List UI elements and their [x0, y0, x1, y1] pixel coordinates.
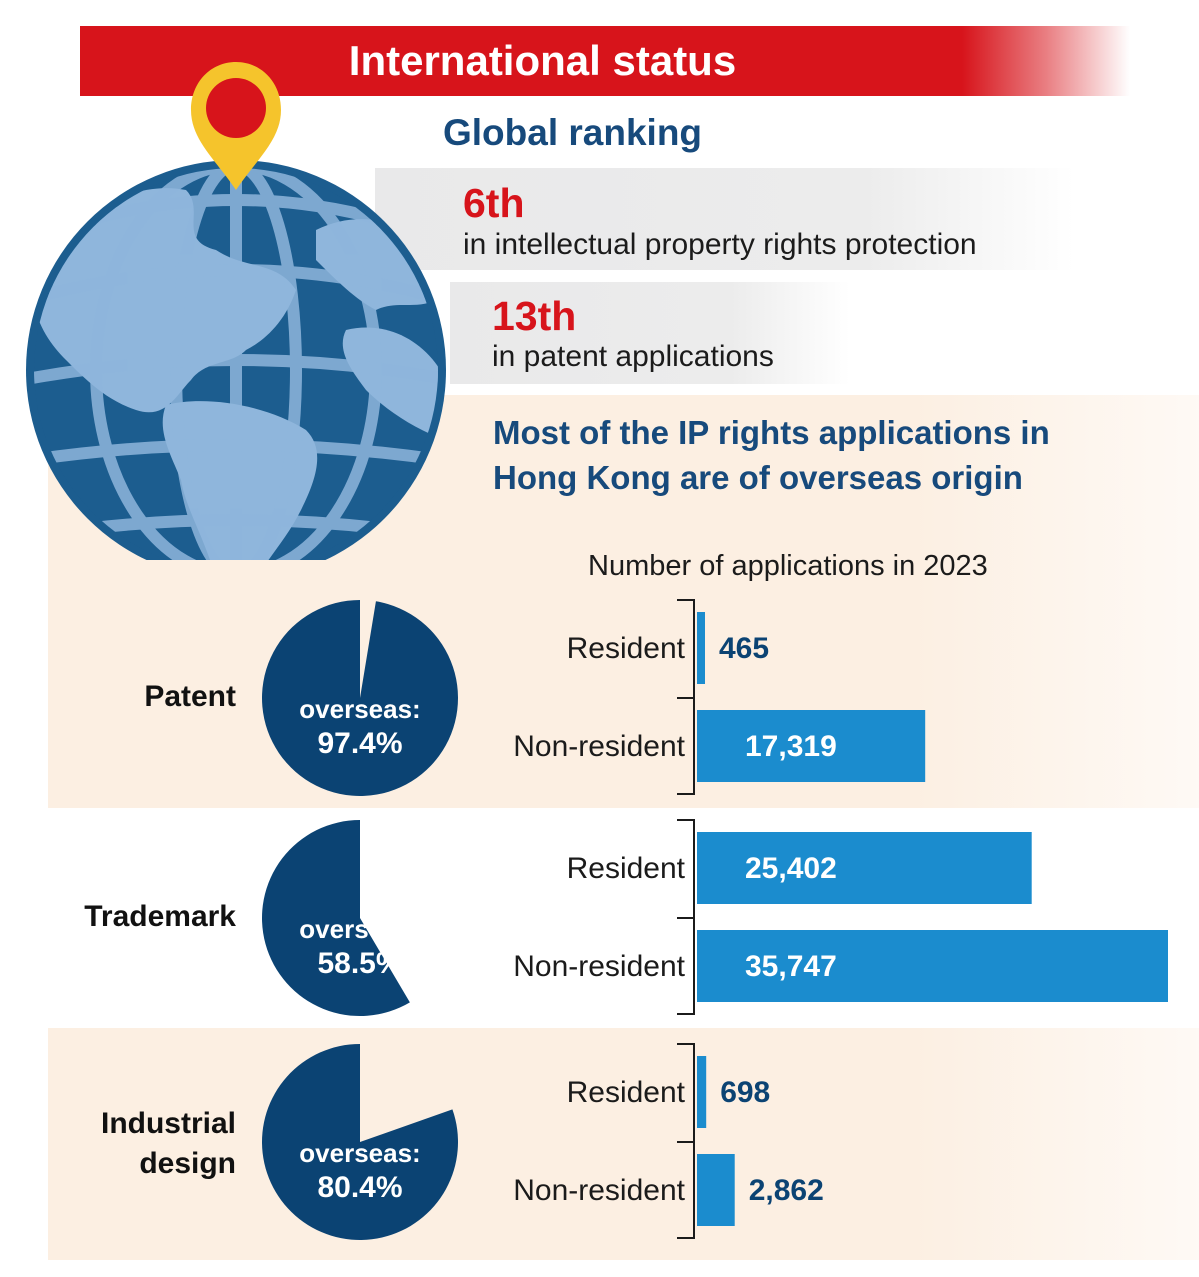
- row-label-trademark-resident: Resident: [567, 852, 686, 885]
- globe-icon: [26, 62, 446, 560]
- pie-label-patent: overseas:: [299, 694, 420, 724]
- pie-value-patent: 97.4%: [317, 727, 402, 760]
- category-label-trademark: Trademark: [84, 900, 236, 933]
- page-title: International status: [348, 37, 737, 84]
- value-label-patent-non-resident: 17,319: [745, 730, 837, 763]
- ranking-1-value: 6th: [463, 180, 525, 226]
- ranking-band-2: [450, 282, 850, 384]
- bracket-industrial-design: [677, 1043, 695, 1239]
- ranking-2-description: in patent applications: [492, 340, 774, 373]
- pie-overseas-industrial-design: [262, 1044, 459, 1240]
- row-label-industrial-design-non-resident: Non-resident: [513, 1174, 685, 1207]
- value-label-trademark-resident: 25,402: [745, 852, 837, 885]
- pie-value-trademark: 58.5%: [317, 947, 402, 980]
- ranking-2-value: 13th: [492, 293, 577, 339]
- headline: Most of the IP rights applications in Ho…: [493, 414, 1050, 496]
- value-label-patent-resident: 465: [719, 632, 769, 665]
- ranking-1-description: in intellectual property rights protecti…: [463, 228, 977, 261]
- pie-overseas-trademark: [261, 820, 410, 1017]
- row-label-patent-non-resident: Non-resident: [513, 730, 685, 763]
- value-label-industrial-design-resident: 698: [720, 1076, 770, 1109]
- row-label-patent-resident: Resident: [567, 632, 686, 665]
- bracket-patent: [677, 599, 695, 795]
- bar-industrial-design-resident: [697, 1056, 707, 1128]
- bar-trademark-resident: [697, 832, 1032, 904]
- pie-overseas-patent: [262, 600, 459, 796]
- bracket-trademark: [677, 819, 695, 1015]
- bar-industrial-design-non-resident: [697, 1154, 735, 1226]
- bar-trademark-non-resident: [697, 930, 1168, 1002]
- row-label-trademark-non-resident: Non-resident: [513, 950, 685, 983]
- bar-patent-resident: [697, 612, 705, 684]
- category-label-industrial-design: Industrial design: [100, 1107, 236, 1180]
- row-label-industrial-design-resident: Resident: [567, 1076, 686, 1109]
- bar-patent-non-resident: [697, 710, 926, 782]
- value-label-industrial-design-non-resident: 2,862: [749, 1174, 824, 1207]
- category-label-patent: Patent: [144, 680, 236, 713]
- ranking-band-1: [375, 168, 1075, 270]
- pie-value-industrial-design: 80.4%: [317, 1171, 402, 1204]
- industrial-design-section-background: [48, 1028, 1199, 1260]
- value-label-trademark-non-resident: 35,747: [745, 950, 837, 983]
- pie-label-trademark: overseas:: [299, 914, 420, 944]
- ranking-title: Global ranking: [443, 112, 703, 153]
- pie-label-industrial-design: overseas:: [299, 1138, 420, 1168]
- chart-title: Number of applications in 2023: [588, 550, 988, 582]
